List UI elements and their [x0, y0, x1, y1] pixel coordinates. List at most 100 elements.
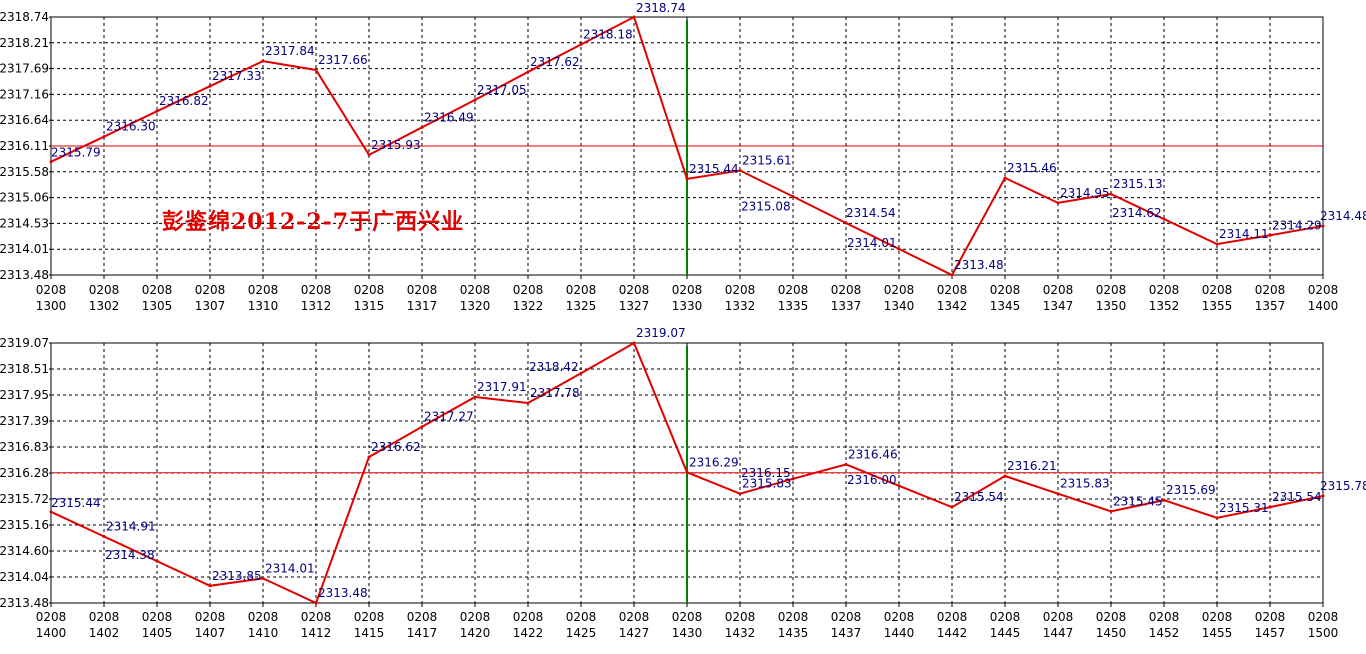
data-label: 2314.54: [846, 206, 896, 220]
data-point: [1215, 242, 1219, 246]
x-tick-date: 0208: [831, 610, 862, 624]
data-label: 2316.46: [848, 447, 898, 461]
data-label: 2317.91: [477, 380, 527, 394]
data-label: 2315.54: [954, 490, 1004, 504]
x-tick-time: 1327: [619, 299, 650, 313]
x-tick-date: 0208: [725, 283, 756, 297]
data-label: 2313.48: [318, 586, 368, 600]
x-tick-time: 1400: [36, 626, 67, 640]
data-label: 2317.78: [530, 386, 580, 400]
data-label: 2314.01: [847, 236, 897, 250]
y-tick-label: 2317.95: [0, 388, 49, 402]
x-tick-time: 1402: [89, 626, 120, 640]
x-tick-time: 1457: [1255, 626, 1286, 640]
x-tick-date: 0208: [831, 283, 862, 297]
data-point: [1003, 176, 1007, 180]
x-tick-time: 1310: [248, 299, 279, 313]
x-tick-date: 0208: [460, 283, 491, 297]
data-point: [1162, 217, 1166, 221]
data-point: [685, 470, 689, 474]
x-tick-date: 0208: [36, 610, 67, 624]
data-label: 2315.44: [51, 496, 101, 510]
y-tick-label: 2316.64: [0, 113, 49, 127]
data-label: 2313.85: [212, 569, 262, 583]
y-tick-label: 2315.72: [0, 492, 49, 506]
y-tick-label: 2316.28: [0, 466, 49, 480]
data-label: 2317.33: [212, 69, 262, 83]
x-tick-date: 0208: [89, 283, 120, 297]
x-tick-date: 0208: [619, 283, 650, 297]
x-tick-time: 1425: [566, 626, 597, 640]
x-tick-time: 1447: [1043, 626, 1074, 640]
x-tick-date: 0208: [1043, 610, 1074, 624]
data-point: [102, 135, 106, 139]
data-point: [261, 59, 265, 63]
data-point: [950, 273, 954, 277]
x-tick-date: 0208: [1202, 610, 1233, 624]
x-tick-time: 1300: [36, 299, 67, 313]
data-label: 2316.62: [371, 440, 421, 454]
data-label: 2318.18: [583, 27, 633, 41]
x-tick-date: 0208: [1149, 610, 1180, 624]
x-tick-date: 0208: [142, 610, 173, 624]
data-label: 2316.49: [424, 110, 474, 124]
data-point: [738, 492, 742, 496]
data-point: [420, 425, 424, 429]
x-tick-date: 0208: [142, 283, 173, 297]
data-point: [1056, 201, 1060, 205]
y-tick-label: 2318.21: [0, 36, 49, 50]
x-tick-date: 0208: [672, 283, 703, 297]
x-tick-time: 1405: [142, 626, 173, 640]
data-label: 2314.11: [1219, 227, 1269, 241]
data-point: [1268, 505, 1272, 509]
y-tick-label: 2317.39: [0, 414, 49, 428]
y-tick-label: 2314.04: [0, 570, 49, 584]
data-label: 2316.82: [159, 94, 209, 108]
data-point: [1321, 224, 1325, 228]
x-tick-time: 1307: [195, 299, 226, 313]
x-tick-time: 1410: [248, 626, 279, 640]
data-label: 2314.62: [1112, 206, 1162, 220]
data-point: [367, 153, 371, 157]
x-tick-date: 0208: [937, 283, 968, 297]
data-point: [208, 84, 212, 88]
data-label: 2316.29: [689, 455, 739, 469]
x-tick-time: 1420: [460, 626, 491, 640]
data-point: [1109, 509, 1113, 513]
x-tick-date: 0208: [990, 610, 1021, 624]
watermark-text: 彭鉴绵2012-2-7于广西兴业: [162, 209, 465, 235]
x-tick-time: 1350: [1096, 299, 1127, 313]
data-point: [579, 371, 583, 375]
x-tick-date: 0208: [301, 610, 332, 624]
data-label: 2314.29: [1272, 218, 1322, 232]
data-label: 2315.46: [1007, 161, 1057, 175]
data-point: [526, 70, 530, 74]
data-label: 2316.00: [847, 473, 897, 487]
data-point: [685, 177, 689, 181]
data-point: [473, 98, 477, 102]
x-tick-time: 1312: [301, 299, 332, 313]
x-tick-date: 0208: [566, 610, 597, 624]
data-label: 2315.69: [1166, 483, 1216, 497]
data-label: 2317.62: [530, 55, 580, 69]
x-tick-time: 1357: [1255, 299, 1286, 313]
x-tick-time: 1337: [831, 299, 862, 313]
data-point: [314, 601, 318, 605]
y-tick-label: 2315.06: [0, 191, 49, 205]
x-tick-time: 1500: [1308, 626, 1339, 640]
x-tick-date: 0208: [1202, 283, 1233, 297]
y-tick-label: 2317.16: [0, 87, 49, 101]
x-tick-date: 0208: [195, 610, 226, 624]
x-tick-date: 0208: [1043, 283, 1074, 297]
x-tick-time: 1355: [1202, 299, 1233, 313]
x-tick-time: 1342: [937, 299, 968, 313]
data-label: 2315.44: [689, 162, 739, 176]
x-tick-date: 0208: [407, 610, 438, 624]
y-tick-label: 2318.51: [0, 362, 49, 376]
data-label: 2318.74: [636, 1, 686, 15]
x-tick-date: 0208: [460, 610, 491, 624]
data-point: [473, 395, 477, 399]
data-point: [1321, 494, 1325, 498]
x-tick-date: 0208: [1255, 610, 1286, 624]
